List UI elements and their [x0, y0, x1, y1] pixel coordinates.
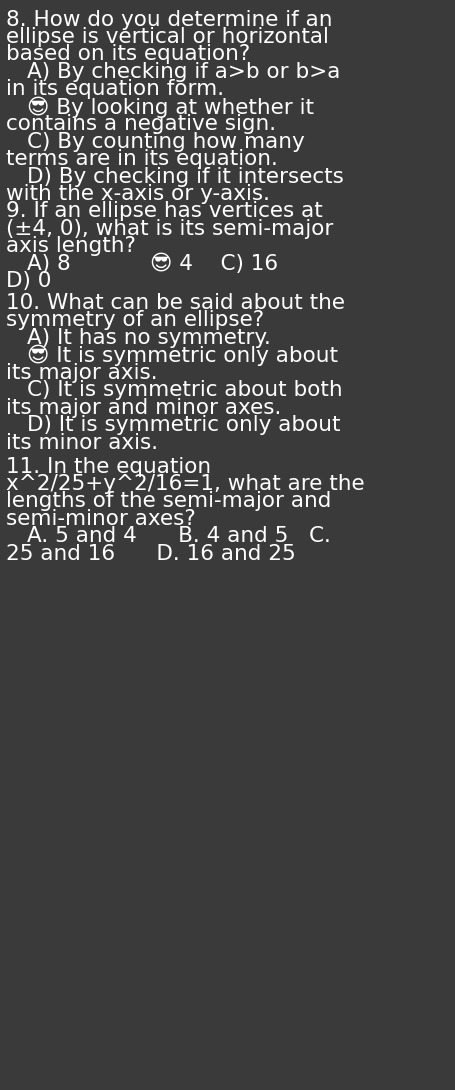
Text: A) By checking if a>b or b>a: A) By checking if a>b or b>a [27, 62, 340, 82]
Text: its major axis.: its major axis. [6, 363, 157, 383]
Text: C) It is symmetric about both: C) It is symmetric about both [27, 380, 342, 400]
Text: semi-minor axes?: semi-minor axes? [6, 509, 195, 529]
Text: (±4, 0), what is its semi-major: (±4, 0), what is its semi-major [6, 219, 333, 239]
Text: 😎 It is symmetric only about: 😎 It is symmetric only about [27, 344, 338, 366]
Text: 😎 4    C) 16: 😎 4 C) 16 [150, 254, 278, 274]
Text: A. 5 and 4      B. 4 and 5   C.: A. 5 and 4 B. 4 and 5 C. [27, 526, 330, 546]
Text: D) It is symmetric only about: D) It is symmetric only about [27, 415, 340, 435]
Text: 😎 By looking at whether it: 😎 By looking at whether it [27, 96, 313, 118]
Text: 8. How do you determine if an: 8. How do you determine if an [6, 10, 332, 29]
Text: terms are in its equation.: terms are in its equation. [6, 149, 277, 169]
Text: 25 and 16      D. 16 and 25: 25 and 16 D. 16 and 25 [6, 544, 295, 564]
Text: D) 0: D) 0 [6, 271, 51, 291]
Text: ellipse is vertical or horizontal: ellipse is vertical or horizontal [6, 27, 328, 47]
Text: its major and minor axes.: its major and minor axes. [6, 398, 281, 417]
Text: symmetry of an ellipse?: symmetry of an ellipse? [6, 311, 263, 330]
Text: in its equation form.: in its equation form. [6, 80, 223, 99]
Text: lengths of the semi-major and: lengths of the semi-major and [6, 492, 331, 511]
Text: axis length?: axis length? [6, 237, 136, 256]
Text: A) It has no symmetry.: A) It has no symmetry. [27, 328, 271, 348]
Text: x^2/25+y^2/16=1, what are the: x^2/25+y^2/16=1, what are the [6, 474, 364, 494]
Text: contains a negative sign.: contains a negative sign. [6, 114, 275, 134]
Text: A) 8: A) 8 [27, 254, 71, 274]
Text: 9. If an ellipse has vertices at: 9. If an ellipse has vertices at [6, 202, 322, 221]
Text: based on its equation?: based on its equation? [6, 45, 250, 64]
Text: 10. What can be said about the: 10. What can be said about the [6, 293, 344, 313]
Text: 11. In the equation: 11. In the equation [6, 457, 211, 476]
Text: with the x-axis or y-axis.: with the x-axis or y-axis. [6, 184, 269, 204]
Text: C) By counting how many: C) By counting how many [27, 132, 304, 152]
Text: D) By checking if it intersects: D) By checking if it intersects [27, 167, 344, 186]
Text: its minor axis.: its minor axis. [6, 433, 158, 452]
